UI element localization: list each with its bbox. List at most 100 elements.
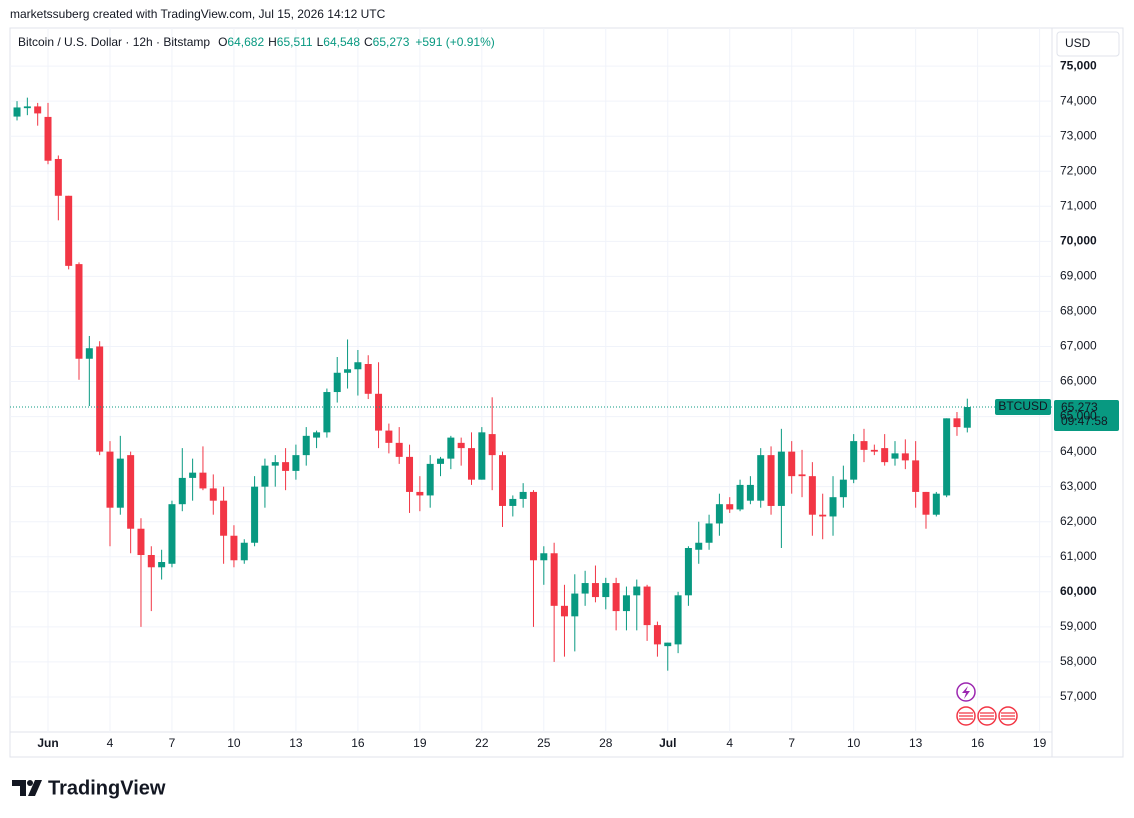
x-tick-label: Jun	[37, 736, 58, 750]
event-icon	[959, 712, 1015, 720]
currency[interactable]: USD	[1065, 36, 1091, 50]
candle-body	[881, 448, 889, 463]
candle-body	[653, 625, 661, 645]
legend: Bitcoin / U.S. Dollar · 12h · Bitstamp O6…	[18, 35, 495, 49]
candle-body	[395, 442, 403, 457]
candle-body	[591, 583, 599, 598]
candle-body	[406, 456, 414, 492]
candle-body	[633, 586, 641, 596]
candle-body	[736, 484, 744, 510]
candle-body	[468, 448, 476, 480]
candle-body	[705, 523, 713, 543]
legend-value: 65,511	[277, 35, 313, 49]
candle-body	[870, 449, 878, 452]
candle-body	[767, 455, 775, 506]
y-tick-label: 58,000	[1060, 654, 1097, 668]
logo-mark	[12, 780, 26, 796]
x-tick-label: 7	[788, 736, 795, 750]
candle-body	[695, 542, 703, 550]
y-tick-label: 75,000	[1060, 58, 1097, 72]
candle-body	[922, 491, 930, 515]
candle-body	[240, 542, 248, 561]
chart-frame	[9, 27, 1124, 758]
x-tick-label: 10	[847, 736, 861, 750]
y-tick-label: 71,000	[1060, 198, 1097, 212]
legend-key: L	[317, 35, 324, 49]
candle-body	[819, 514, 827, 517]
candle-body	[23, 106, 31, 109]
x-tick-label: 4	[107, 736, 114, 750]
candle-body	[891, 453, 899, 459]
x-tick-label: 13	[289, 736, 303, 750]
candle-body	[777, 451, 785, 506]
candle-body	[178, 477, 186, 505]
x-tick-label: 28	[599, 736, 613, 750]
y-tick-label: 64,000	[1060, 444, 1097, 458]
y-tick-label: 57,000	[1060, 689, 1097, 703]
candle-body	[457, 442, 465, 449]
x-tick-label: 4	[726, 736, 733, 750]
legend-key: O	[218, 35, 227, 49]
symbol-tag	[995, 399, 1051, 416]
legend-value: 65,273	[373, 35, 410, 49]
y-tick-label: 69,000	[1060, 269, 1097, 283]
logo-text: TradingView	[48, 777, 166, 799]
legend-value: 64,682	[227, 35, 264, 49]
candle-body	[850, 441, 858, 480]
candles	[10, 97, 1052, 671]
candle-body	[147, 555, 155, 568]
candle-body	[498, 455, 506, 506]
legend-key: C	[364, 35, 373, 49]
candle-body	[798, 474, 806, 477]
candle-body	[302, 435, 310, 456]
candle-body	[354, 362, 362, 370]
candle-body	[13, 107, 21, 117]
candle-body	[282, 462, 290, 471]
candle-body	[344, 369, 352, 373]
candle-body	[168, 504, 176, 564]
x-tick-label: 25	[537, 736, 551, 750]
price-tag-box	[1054, 400, 1119, 432]
price-tag-countdown: 09:47:58	[1061, 414, 1108, 428]
y-tick-label: 66,000	[1060, 374, 1097, 388]
candle-body	[85, 348, 93, 359]
candle-body	[912, 460, 920, 492]
candle-body	[65, 195, 73, 266]
symbol-tag-text: BTCUSD	[998, 399, 1048, 413]
candle-body	[560, 605, 568, 617]
candle-body	[808, 476, 816, 515]
candle-body	[509, 498, 517, 506]
event-icons	[956, 682, 1018, 726]
y-tick-label: 68,000	[1060, 304, 1097, 318]
legend-change: +591 (+0.91%)	[415, 35, 494, 49]
x-tick-label: 22	[475, 736, 489, 750]
y-tick-label: 74,000	[1060, 93, 1097, 107]
candle-body	[313, 432, 321, 438]
y-tick-label: 62,000	[1060, 514, 1097, 528]
y-tick-label: 70,000	[1060, 234, 1097, 248]
candle-body	[963, 407, 971, 428]
candle-body	[684, 548, 692, 596]
y-tick-label: 60,000	[1060, 584, 1097, 598]
candle-body	[602, 583, 610, 598]
x-tick-label: 13	[909, 736, 923, 750]
candle-body	[416, 491, 424, 496]
candle-body	[757, 455, 765, 501]
candle-body	[261, 465, 269, 487]
legend-value: 64,548	[323, 35, 360, 49]
price-tag-price: 65,273	[1061, 400, 1098, 414]
currency-button[interactable]	[1056, 31, 1120, 57]
candle-body	[612, 583, 620, 612]
x-tick-label: 7	[169, 736, 176, 750]
candle-body	[447, 437, 455, 459]
candle-body	[550, 553, 558, 606]
candle-body	[116, 458, 124, 508]
event-icon	[962, 686, 970, 699]
candle-body	[75, 264, 83, 359]
header: marketssuberg created with TradingView.c…	[10, 7, 386, 21]
candle-body	[726, 504, 734, 510]
candle-body	[333, 372, 341, 393]
candle-body	[674, 595, 682, 645]
